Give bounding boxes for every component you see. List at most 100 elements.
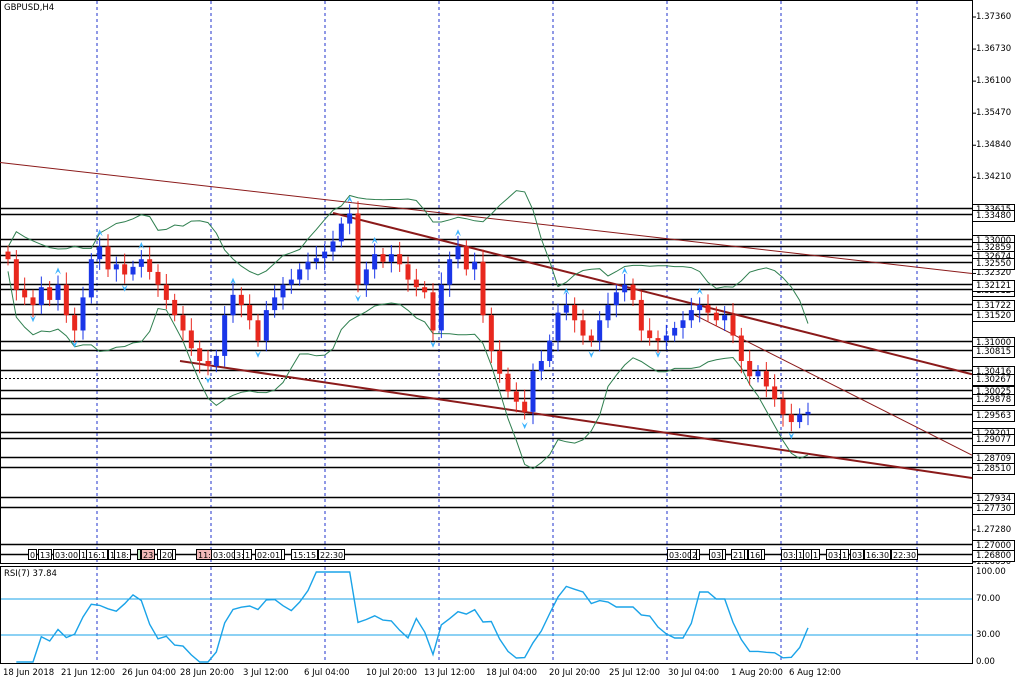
candle-body xyxy=(772,386,778,400)
candle-body xyxy=(647,330,653,339)
fractal-down-icon xyxy=(30,315,36,323)
candle-body xyxy=(347,213,353,224)
fractal-down-icon xyxy=(430,340,436,348)
candle-body xyxy=(480,261,486,316)
candle-body xyxy=(97,246,103,260)
session-marker xyxy=(696,549,700,560)
candle-body xyxy=(238,294,244,306)
rsi-indicator xyxy=(1,571,972,663)
session-marker: 22:30 xyxy=(318,549,346,560)
candle-body xyxy=(788,414,794,423)
candle-body xyxy=(430,292,436,331)
level-label: 1.31520 xyxy=(972,309,1016,322)
bollinger-bands xyxy=(7,190,809,470)
price-axis-label: 1.32320 xyxy=(976,268,1012,279)
level-label: 1.30267 xyxy=(972,373,1016,386)
candle-body xyxy=(405,264,411,280)
time-axis-label: 25 Jul 12:00 xyxy=(609,668,660,678)
fractal-down-icon xyxy=(788,432,795,440)
time-axis-label: 10 Jul 20:00 xyxy=(366,668,417,678)
candle-body xyxy=(605,305,611,321)
candle-body xyxy=(805,411,811,415)
candle-body xyxy=(322,251,328,259)
candle-body xyxy=(688,310,694,321)
time-axis-label: 18 Jun 2018 xyxy=(3,668,55,678)
candle-body xyxy=(72,315,78,331)
time-axis-label: 3 Jul 12:00 xyxy=(243,668,289,678)
session-marker: 22:30 xyxy=(891,549,919,560)
candle-body xyxy=(297,269,303,280)
candle-body xyxy=(80,297,86,331)
candle-body xyxy=(288,279,294,285)
rsi-axis-label: 0.00 xyxy=(976,657,995,667)
candle-body xyxy=(105,246,111,270)
fractal-up-icon xyxy=(96,229,103,237)
candle-body xyxy=(247,305,253,321)
candle-body xyxy=(555,312,561,341)
price-axis-label: 1.36730 xyxy=(976,44,1012,55)
fractal-down-icon xyxy=(255,350,261,358)
candle-body xyxy=(147,259,153,272)
candle-body xyxy=(697,305,703,311)
session-marker: 23 xyxy=(141,549,156,560)
candle-body xyxy=(622,284,628,293)
session-marker: 03:00 xyxy=(53,549,81,560)
fractal-down-icon xyxy=(588,350,595,358)
time-axis-label: 1 Aug 20:00 xyxy=(731,668,783,678)
level-label: 1.33480 xyxy=(972,209,1016,222)
trend-lines xyxy=(0,162,973,480)
candle-body xyxy=(488,315,494,351)
candle-body xyxy=(355,213,361,285)
candle-body xyxy=(305,261,311,270)
fractal-up-icon xyxy=(346,196,353,204)
candle-body xyxy=(313,258,319,262)
rsi-axis-label: 100.00 xyxy=(976,567,1006,577)
price-axis-label: 1.27280 xyxy=(976,524,1012,535)
time-axis-label: 26 Jun 04:00 xyxy=(122,668,176,678)
candle-body xyxy=(5,251,11,260)
bollinger-lower xyxy=(7,271,809,470)
candle-body xyxy=(572,305,578,321)
fractal-down-icon xyxy=(655,350,661,358)
candle-body xyxy=(497,350,503,374)
candle-body xyxy=(522,401,528,412)
main-plot-frame xyxy=(0,0,973,564)
candle-body xyxy=(738,335,744,361)
candle-body xyxy=(63,284,69,316)
time-axis-label: 18 Jul 04:00 xyxy=(486,668,537,678)
candle-body xyxy=(672,327,678,336)
candle-body xyxy=(630,284,636,300)
session-marker xyxy=(172,549,176,560)
session-marker xyxy=(744,549,748,560)
candle-body xyxy=(797,414,803,423)
candle-body xyxy=(472,261,478,270)
candle-body xyxy=(30,297,36,306)
candle-body xyxy=(638,299,644,331)
time-axis-label: 30 Jul 04:00 xyxy=(668,668,719,678)
chart-title: GBPUSD,H4 xyxy=(4,3,55,13)
candle-body xyxy=(122,264,128,275)
candle-body xyxy=(113,264,119,270)
session-marker: 13 xyxy=(38,549,53,560)
fractal-down-icon xyxy=(521,422,528,430)
candle-body xyxy=(505,373,511,392)
session-marker: 15:15 xyxy=(291,549,319,560)
candle-body xyxy=(138,259,144,267)
session-marker: 02:01 xyxy=(255,549,283,560)
fractal-up-icon xyxy=(455,229,461,237)
level-label: 1.30815 xyxy=(972,345,1016,358)
candle-body xyxy=(155,271,161,285)
candle-body xyxy=(438,284,444,331)
session-marker xyxy=(722,549,726,560)
fractal-up-icon xyxy=(138,241,145,249)
trend-upper xyxy=(332,211,973,376)
time-axis-label: 20 Jul 20:00 xyxy=(549,668,600,678)
candle-body xyxy=(197,348,203,361)
candle-body xyxy=(538,360,544,372)
candle-body xyxy=(213,355,219,367)
session-marker: 16:1 xyxy=(86,549,108,560)
candle-body xyxy=(447,259,453,285)
candle-body xyxy=(513,391,519,402)
